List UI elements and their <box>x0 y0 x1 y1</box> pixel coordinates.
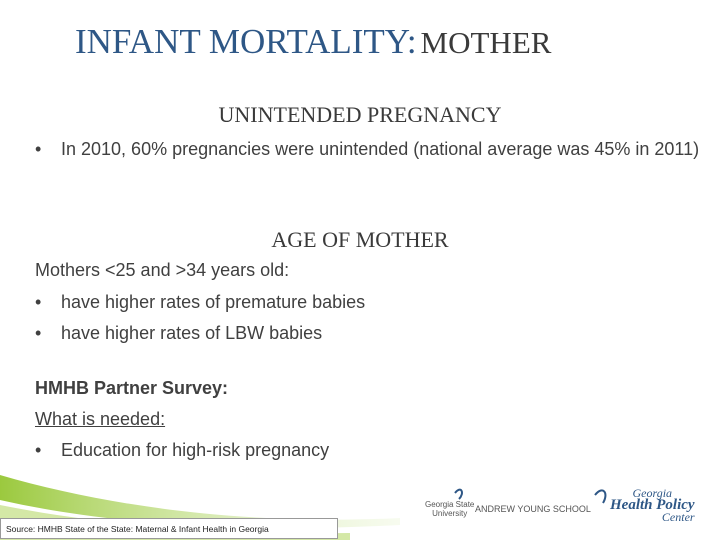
survey-title: HMHB Partner Survey: <box>35 378 229 398</box>
logo: Georgia State University <box>425 500 474 518</box>
title-sub: MOTHER <box>420 25 552 60</box>
bullet: In 2010, 60% pregnancies were unintended… <box>35 137 701 162</box>
logo: ANDREW YOUNG SCHOOL <box>475 504 591 514</box>
logo-text: University <box>432 509 468 518</box>
swoosh <box>0 475 400 528</box>
source: Source: HMHB State of the State: Materna… <box>0 518 338 539</box>
logo-mark <box>454 488 607 504</box>
logo-text: Health Policy <box>610 497 695 513</box>
logo-text: Georgia State <box>425 500 475 509</box>
bullet: have higher rates of premature babies <box>35 290 701 315</box>
section-heading: AGE OF MOTHER <box>271 227 449 252</box>
bullet: have higher rates of LBW babies <box>35 321 701 346</box>
intro: Mothers <25 and >34 years old: <box>35 260 290 280</box>
logo-text: Center <box>661 510 695 524</box>
logo: Georgia Health Policy Center <box>610 487 695 523</box>
title-main: INFANT MORTALITY: <box>75 22 417 61</box>
bullet: Education for high-risk pregnancy <box>35 438 701 463</box>
logo-text: Georgia <box>632 486 673 500</box>
survey-subtitle: What is needed: <box>35 409 166 429</box>
title: INFANT MORTALITY: MOTHER <box>75 22 551 62</box>
section-heading: UNINTENDED PREGNANCY <box>218 102 502 127</box>
